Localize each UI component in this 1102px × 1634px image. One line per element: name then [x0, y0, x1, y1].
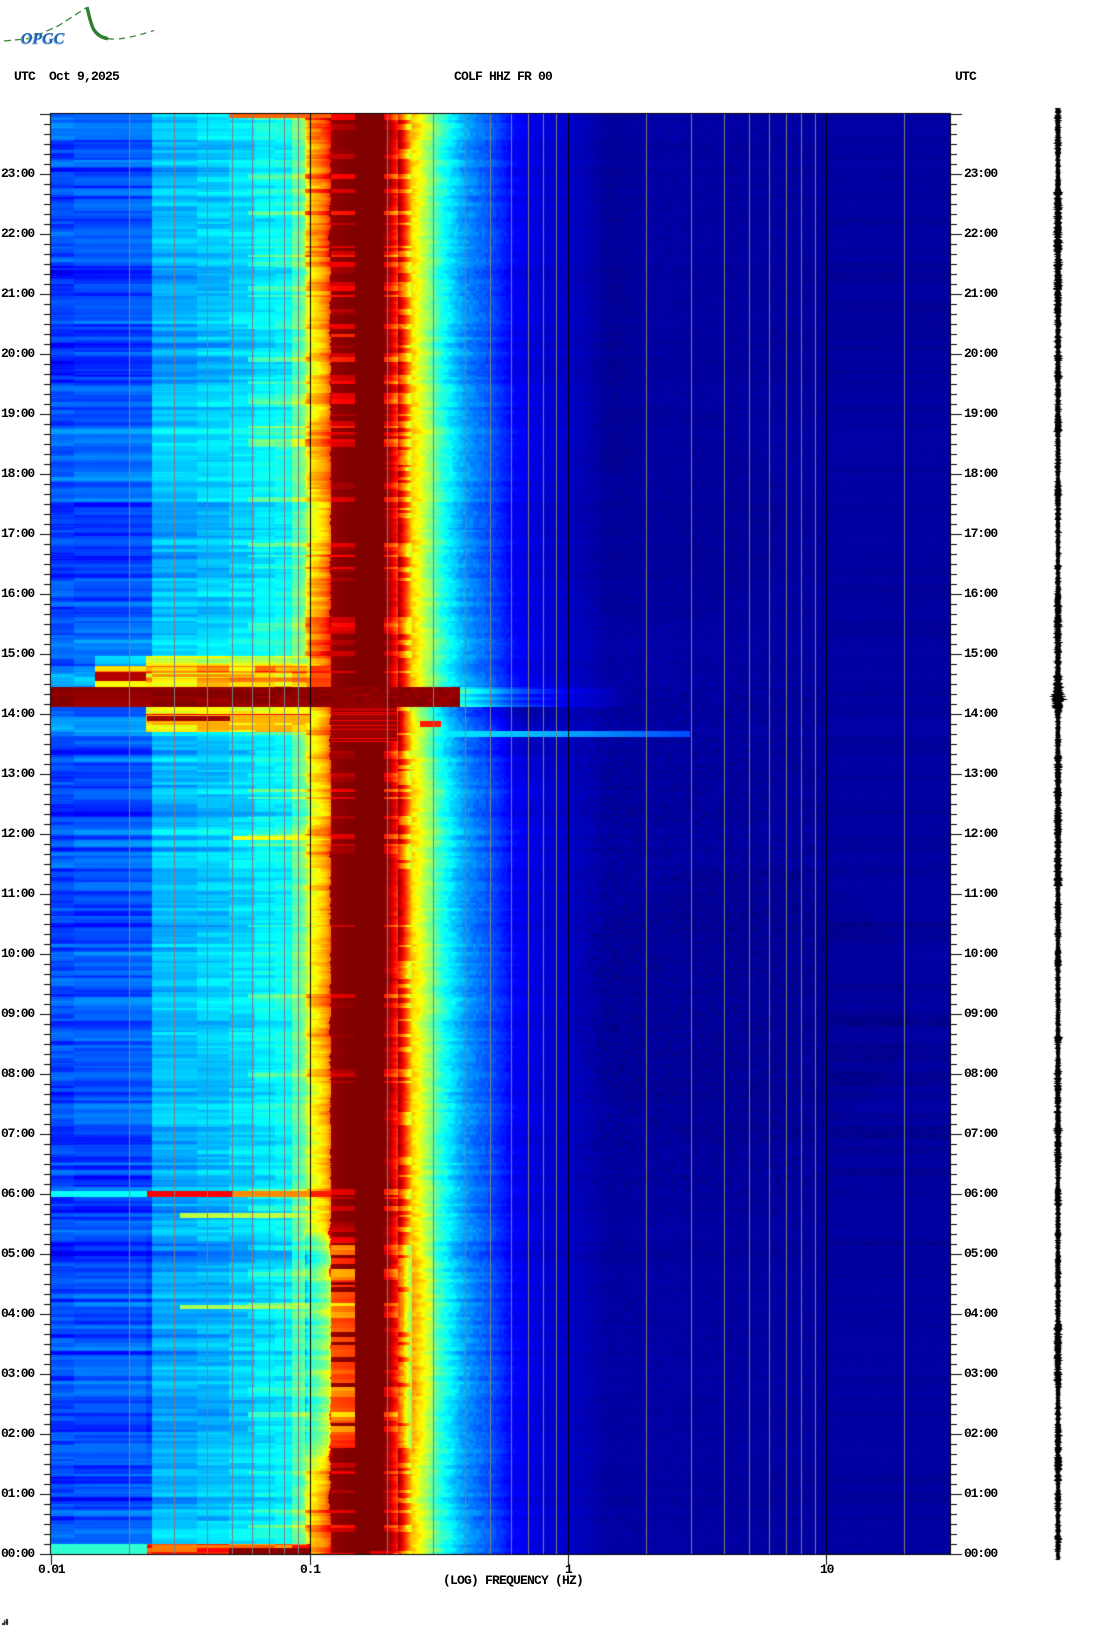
- svg-text:OPGC: OPGC: [21, 31, 65, 48]
